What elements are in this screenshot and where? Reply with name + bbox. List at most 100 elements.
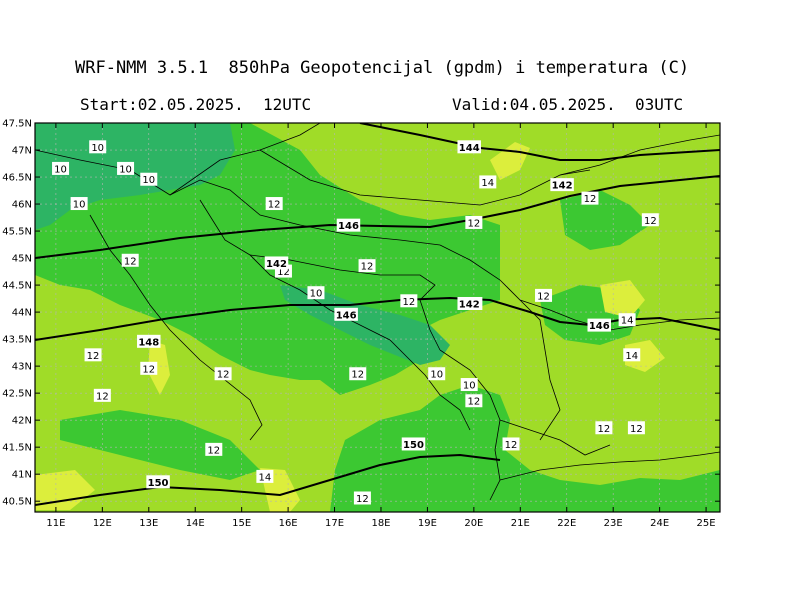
temperature-contour-label-box: [140, 361, 158, 375]
temperature-contour-label: 12: [87, 351, 100, 362]
temperature-contour-label-box: [627, 421, 645, 435]
lon-tick-label: 13E: [139, 518, 158, 529]
axis-tick-marks: [35, 122, 720, 512]
latitude-labels: 47.5N 47N 46.5N 46N 45.5N 45N 44.5N 44N 43.5N 43N…: [2, 119, 32, 508]
lon-tick-label: 11E: [46, 518, 65, 529]
lon-tick-label: 15E: [232, 518, 251, 529]
border-romania-north: [559, 134, 720, 176]
temperature-contour-label: 12: [142, 364, 155, 375]
geopotential-contour-label: 146: [338, 221, 359, 232]
temperature-contour-label: 12: [537, 291, 550, 302]
lon-tick-label: 23E: [604, 518, 623, 529]
lat-tick-label: 42.5N: [2, 389, 32, 400]
lon-tick-label: 25E: [697, 518, 716, 529]
temperature-contour-label: 12: [584, 194, 597, 205]
temperature-contour-label-box: [618, 313, 636, 327]
geopotential-contour-label-box: [587, 318, 612, 332]
lon-tick-label: 22E: [557, 518, 576, 529]
run-start-time: Start:02.05.2025. 12UTC: [80, 95, 312, 114]
lat-tick-label: 45N: [12, 254, 32, 265]
temperature-contour-label-box: [121, 253, 139, 267]
lat-tick-label: 45.5N: [2, 227, 32, 238]
geopotential-contour-label: 142: [459, 299, 480, 310]
temperature-contour-label-box: [214, 367, 232, 381]
temperature-contour-label-box: [641, 213, 659, 227]
temperature-contour-label: 10: [310, 289, 323, 300]
temperature-contour-label-box: [84, 348, 102, 362]
geopotential-contour-label: 150: [148, 478, 169, 489]
temperature-contour-label-box: [428, 367, 446, 381]
temperature-contour-label-box: [358, 259, 376, 273]
lon-tick-label: 24E: [650, 518, 669, 529]
temperature-area-12-east: [560, 190, 650, 250]
lat-tick-label: 46N: [12, 200, 32, 211]
geopotential-contour-label-box: [457, 140, 481, 154]
temperature-contour-label: 14: [259, 472, 272, 483]
temperature-contour-label-box: [595, 421, 613, 435]
temperature-contour-label-box: [465, 394, 483, 408]
geopotential-contour-label-box: [457, 296, 481, 310]
temperature-contour-label-box: [140, 172, 158, 186]
temperature-contour-label: 10: [463, 381, 476, 392]
temperature-contour-label: 10: [119, 164, 132, 175]
temperature-contour-label: 12: [361, 262, 374, 273]
temperature-contour-label: 10: [54, 164, 67, 175]
lat-tick-label: 46.5N: [2, 173, 32, 184]
geopotential-contour-label-box: [550, 178, 574, 192]
temperature-area-12-west: [60, 410, 260, 480]
map-frame: 10 10 10 10 10 12 12 12 10 12 12 12 12 12 12 12 14 14 14 12…: [2, 119, 721, 529]
temperature-contour-label: 12: [207, 445, 220, 456]
lat-tick-label: 41N: [12, 470, 32, 481]
temperature-contour-label: 12: [351, 370, 364, 381]
temperature-contour-label-box: [400, 294, 418, 308]
geopotential-contour-label-box: [264, 256, 289, 270]
temperature-contour-label: 12: [630, 424, 643, 435]
border-croatia-bosnia: [249, 254, 441, 351]
lon-tick-label: 21E: [511, 518, 530, 529]
geopotential-contour-label: 144: [459, 143, 480, 154]
longitude-labels: 11E 12E 13E 14E 15E 16E 17E 18E 19E 20E 21E 22E 23E 2…: [46, 518, 715, 529]
border-slovenia-croatia: [169, 179, 441, 246]
temperature-contour-label: 12: [217, 370, 230, 381]
border-north-macedonia: [499, 419, 611, 456]
geopotential-contour-label: 146: [589, 321, 610, 332]
border-austria: [35, 123, 321, 196]
temperature-contour-label-box: [117, 161, 135, 175]
temperature-contour-label-box: [93, 388, 111, 402]
temperature-contour-label: 12: [124, 256, 137, 267]
lat-lon-grid: [35, 123, 720, 512]
lat-tick-label: 42N: [12, 416, 32, 427]
temperature-contour-label-box: [265, 197, 283, 211]
lat-tick-label: 41.5N: [2, 443, 32, 454]
lon-tick-label: 12E: [93, 518, 112, 529]
temperature-area-16-bulgaria: [625, 340, 665, 372]
temperature-contour-label-box: [70, 197, 88, 211]
geopotential-contour-label-box: [336, 218, 361, 232]
temperature-contour-label: 12: [96, 391, 109, 402]
geopotential-contour-label: 148: [138, 337, 159, 348]
temperature-contour-label: 12: [268, 200, 281, 211]
lat-tick-label: 43.5N: [2, 335, 32, 346]
temperature-contour-label-box: [502, 437, 520, 451]
lat-tick-label: 47N: [12, 146, 32, 157]
temperature-contour-label: 12: [467, 397, 480, 408]
lon-tick-label: 16E: [279, 518, 298, 529]
temperature-area-12-lower: [330, 385, 720, 512]
geopotential-contour-label-box: [146, 475, 170, 489]
geopotential-contour-label: 142: [266, 259, 287, 270]
contour-150: [35, 453, 501, 506]
temperature-contour-label: 10: [73, 200, 86, 211]
lat-tick-label: 43N: [12, 362, 32, 373]
temperature-contour-label-box: [479, 175, 497, 189]
temperature-contour-label-box: [52, 161, 70, 175]
temperature-contour-label: 14: [621, 316, 634, 327]
geopotential-contour-label: 150: [403, 440, 424, 451]
contour-144: [359, 123, 720, 161]
border-greece: [499, 451, 720, 481]
temperature-contour-label: 12: [356, 494, 369, 505]
temperature-contour-label: 14: [625, 351, 638, 362]
temperature-area-16-southwest: [35, 470, 95, 510]
lon-tick-label: 17E: [325, 518, 344, 529]
temperature-contour-label: 12: [505, 440, 518, 451]
